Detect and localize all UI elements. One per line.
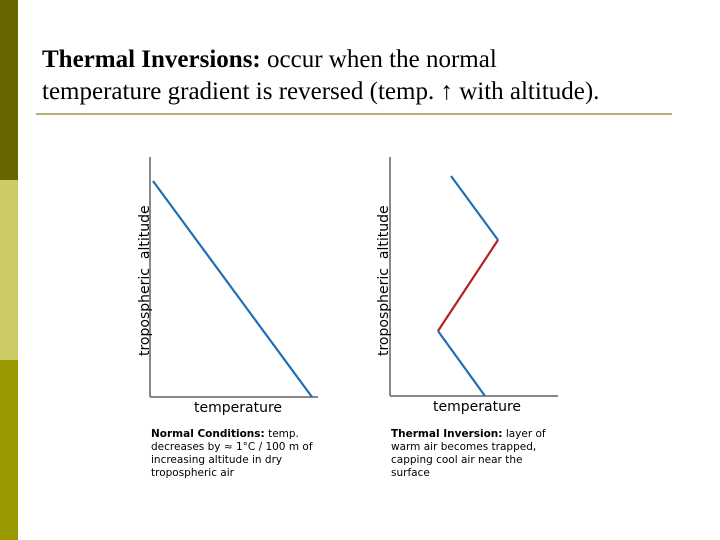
left-caption: Normal Conditions: temp. decreases by ≈ … (151, 428, 329, 480)
right-lower-lapse-line (437, 330, 486, 397)
left-lapse-line (152, 180, 313, 398)
sidebar-decoration (0, 0, 18, 540)
right-upper-lapse-line (450, 175, 499, 241)
left-caption-text: temp. decreases by ≈ 1°C / 100 m of incr… (151, 428, 313, 479)
title-line1: occur when the normal (260, 46, 497, 73)
up-arrow-icon: ↑ (440, 78, 453, 105)
left-x-label: temperature (194, 400, 282, 416)
right-caption: Thermal Inversion: layer of warm air bec… (391, 428, 563, 480)
right-caption-bold: Thermal Inversion: (391, 428, 503, 440)
sidebar-band-top (0, 0, 18, 180)
title-line2-end: with altitude). (452, 78, 600, 105)
title-divider (36, 113, 672, 115)
left-chart: tropospheric altitude temperature (137, 157, 318, 416)
left-y-label: tropospheric altitude (137, 205, 153, 356)
right-x-label: temperature (433, 399, 521, 415)
right-caption-text: layer of warm air becomes trapped, cappi… (391, 428, 546, 479)
sidebar-band-middle (0, 180, 18, 360)
title-bold: Thermal Inversions: (42, 46, 261, 73)
sidebar-band-bottom (0, 360, 18, 540)
title-line2: temperature gradient is reversed (temp. (42, 78, 441, 105)
slide-title: Thermal Inversions: occur when the norma… (42, 44, 682, 108)
left-caption-bold: Normal Conditions: (151, 428, 265, 440)
right-inversion-line (437, 239, 499, 332)
right-y-label: tropospheric altitude (376, 205, 392, 356)
right-chart: tropospheric altitude temperature (376, 157, 558, 415)
